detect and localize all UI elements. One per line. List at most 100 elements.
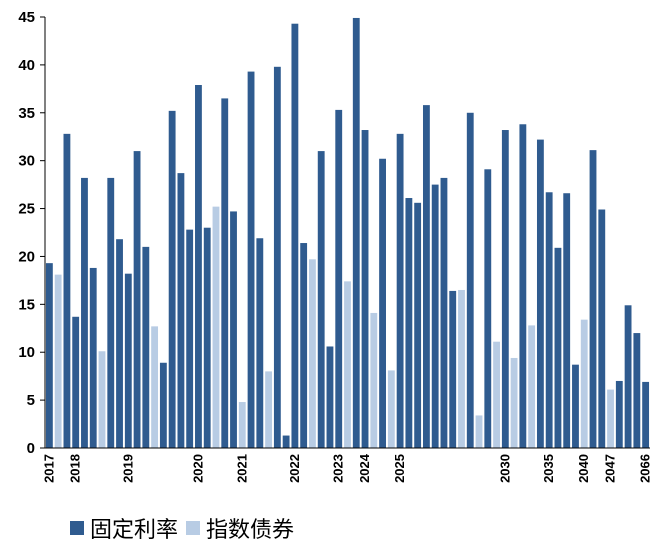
bar-fixed-rate xyxy=(159,362,167,448)
y-tick-label: 15 xyxy=(18,296,35,313)
x-tick-label: 2024 xyxy=(357,453,372,483)
bar-fixed-rate xyxy=(230,211,237,448)
y-tick-label: 45 xyxy=(18,9,35,26)
bar-fixed-rate xyxy=(63,133,71,448)
bar-fixed-rate xyxy=(273,66,281,449)
bar-fixed-rate xyxy=(291,23,299,448)
bar-fixed-rate xyxy=(466,112,474,448)
x-tick-label: 2025 xyxy=(392,454,407,483)
bar-fixed-rate xyxy=(72,316,80,448)
bar-index-bond xyxy=(238,402,246,448)
bar-index-bond xyxy=(309,259,316,448)
bar-fixed-rate xyxy=(642,381,650,448)
x-tick-label: 2035 xyxy=(541,454,556,483)
bar-fixed-rate xyxy=(203,227,211,448)
y-tick-label: 35 xyxy=(18,105,35,122)
bar-fixed-rate xyxy=(519,124,527,449)
legend-swatch-fixed-rate xyxy=(70,521,84,535)
legend: 固定利率 指数债券 xyxy=(70,512,302,544)
bar-index-bond xyxy=(493,341,500,448)
bar-fixed-rate xyxy=(615,380,623,448)
bar-fixed-rate xyxy=(545,192,553,448)
bar-index-bond xyxy=(212,206,220,448)
legend-item-index-bond: 指数债券 xyxy=(186,512,294,544)
bar-index-bond xyxy=(475,415,483,448)
bar-fixed-rate xyxy=(107,177,115,448)
y-tick-label: 10 xyxy=(18,344,35,361)
bar-index-bond xyxy=(265,371,273,448)
x-tick-label: 2022 xyxy=(287,454,302,483)
bar-fixed-rate xyxy=(133,151,141,448)
bar-fixed-rate xyxy=(554,247,562,448)
bar-fixed-rate xyxy=(300,243,308,448)
bar-fixed-rate xyxy=(45,263,53,448)
bar-index-bond xyxy=(54,274,62,448)
bar-fixed-rate xyxy=(431,184,439,449)
bar-index-bond xyxy=(528,325,536,448)
legend-label-fixed-rate: 固定利率 xyxy=(90,518,179,543)
y-tick-label: 0 xyxy=(27,440,35,457)
bar-fixed-rate xyxy=(589,150,597,448)
bar-index-bond xyxy=(98,351,106,448)
bar-fixed-rate xyxy=(396,133,404,448)
bar-index-bond xyxy=(580,319,588,448)
bar-fixed-rate xyxy=(247,71,255,448)
bars xyxy=(45,17,650,449)
bar-fixed-rate xyxy=(405,198,413,448)
bar-fixed-rate xyxy=(379,158,386,448)
bar-fixed-rate xyxy=(124,273,132,448)
bar-fixed-rate xyxy=(624,305,632,448)
bar-index-bond xyxy=(510,357,518,448)
legend-swatch-index-bond xyxy=(186,521,201,535)
bar-fixed-rate xyxy=(422,105,430,449)
bar-fixed-rate xyxy=(598,209,606,448)
bar-fixed-rate xyxy=(633,333,641,448)
bar-fixed-rate xyxy=(414,202,422,448)
bar-fixed-rate xyxy=(116,239,123,448)
bar-fixed-rate xyxy=(186,229,194,448)
x-tick-label: 2021 xyxy=(234,454,249,483)
bar-fixed-rate xyxy=(195,85,202,448)
bar-fixed-rate xyxy=(352,17,360,449)
bar-fixed-rate xyxy=(563,193,571,448)
legend-item-fixed-rate: 固定利率 xyxy=(70,512,178,544)
bar-fixed-rate xyxy=(221,98,229,448)
bar-fixed-rate xyxy=(317,151,325,448)
bar-fixed-rate xyxy=(572,364,579,448)
x-tick-label: 2018 xyxy=(68,454,83,483)
bar-fixed-rate xyxy=(484,169,492,449)
bar-fixed-rate xyxy=(326,346,334,448)
bar-fixed-rate xyxy=(440,177,448,448)
legend-label-index-bond: 指数债券 xyxy=(206,518,295,543)
bar-fixed-rate xyxy=(256,238,264,448)
y-tick-label: 5 xyxy=(27,392,35,409)
x-tick-label: 2030 xyxy=(497,454,512,483)
bar-index-bond xyxy=(387,370,395,448)
x-tick-label: 2017 xyxy=(41,454,56,483)
x-tick-label: 2040 xyxy=(576,454,591,483)
y-tick-label: 30 xyxy=(18,153,35,170)
y-tick-label: 40 xyxy=(18,57,35,74)
bar-index-bond xyxy=(370,312,378,448)
bar-fixed-rate xyxy=(177,173,185,448)
y-tick-label: 25 xyxy=(18,201,35,218)
bar-fixed-rate xyxy=(361,130,369,448)
y-tick-label: 20 xyxy=(18,248,35,265)
bar-fixed-rate xyxy=(142,246,150,448)
bar-fixed-rate xyxy=(81,177,88,448)
x-tick-label: 2066 xyxy=(638,454,651,483)
bar-index-bond xyxy=(458,289,465,448)
x-tick-label: 2023 xyxy=(331,454,346,483)
x-tick-label: 2020 xyxy=(190,454,205,483)
bar-fixed-rate xyxy=(335,109,343,449)
bar-fixed-rate xyxy=(89,267,97,448)
x-axis: 2017 2018 2019 2020 2021 2022 2023 2024 2025 2030… xyxy=(41,447,651,483)
bar-index-bond xyxy=(344,281,351,448)
bar-fixed-rate xyxy=(501,130,509,448)
bar-fixed-rate xyxy=(282,435,290,448)
bar-index-bond xyxy=(151,326,159,448)
x-tick-label: 2019 xyxy=(120,454,135,483)
bar-fixed-rate xyxy=(449,290,457,448)
x-tick-label: 2047 xyxy=(603,454,618,483)
